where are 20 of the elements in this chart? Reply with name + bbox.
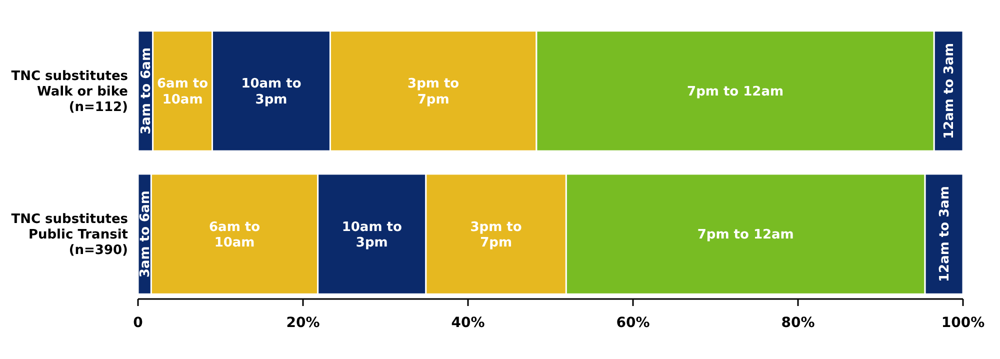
text: 6am to 10am [209,220,260,250]
x-tick-label: 60% [616,315,650,331]
x-tick-label: 40% [451,315,485,331]
series-label: 12am to 3am [942,42,958,139]
y-tick-label: TNC substitutes Walk or bike (n=112) [11,68,128,116]
x-tick-label: 20% [286,315,320,331]
text: 3pm to 7pm [408,76,460,108]
x-tick-label: 100% [941,315,985,331]
series-label: 3pm to 7pm [470,220,522,250]
series-label: 7pm to 12am [697,228,794,243]
series-label: 10am to 3pm [342,220,402,250]
y-tick-label: TNC substitutes Public Transit (n=390) [11,212,128,258]
text: 3am to 6am [138,47,154,134]
series-label: 6am to 10am [157,76,208,108]
x-tick-label: 80% [781,315,815,331]
x-tick-label: 0 [133,315,144,331]
text: 12am to 3am [938,186,953,282]
series-label: 3am to 6am [138,190,154,278]
text: 7pm to 12am [687,84,784,100]
text: 10am to 3pm [241,76,302,108]
